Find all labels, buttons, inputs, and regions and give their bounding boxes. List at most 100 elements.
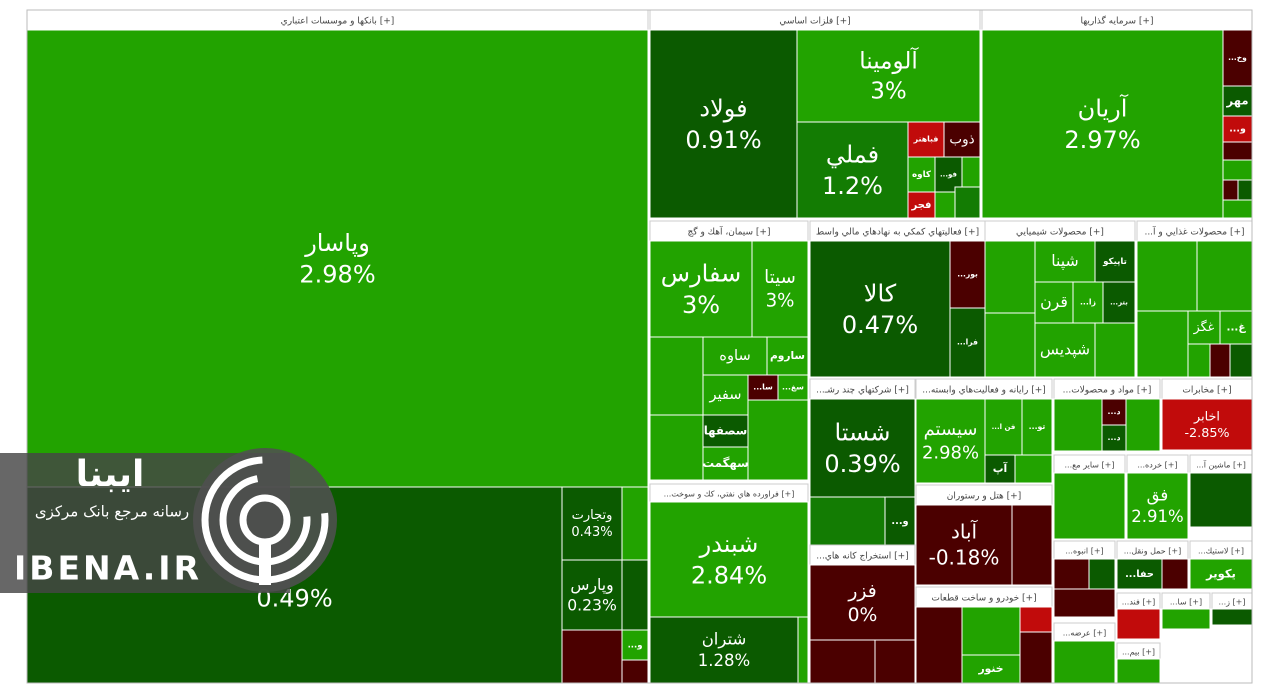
logo-text: ایبنا xyxy=(76,454,145,495)
tile-name: ...و xyxy=(891,516,908,527)
tile-name: آريان xyxy=(1078,94,1129,123)
sector-title: ...رايانه و فعاليت‌هاي وابسته [+] xyxy=(922,386,1046,396)
tile xyxy=(934,156,963,193)
tile xyxy=(26,29,649,488)
sector-title: محصولات شيميايي [+] xyxy=(1016,228,1104,238)
tile xyxy=(984,240,1036,314)
tile xyxy=(1102,281,1136,324)
tile xyxy=(915,398,986,484)
tile-change: 3% xyxy=(870,79,907,105)
tile-name: ...بور xyxy=(957,270,978,279)
tile xyxy=(1019,606,1053,633)
tile xyxy=(1209,343,1231,378)
tile xyxy=(1053,398,1103,452)
tile xyxy=(751,240,809,338)
sector-title: ...عرضه [+] xyxy=(1063,629,1106,638)
sector-title: ...ز [+] xyxy=(1218,598,1245,607)
tile xyxy=(777,374,809,401)
tile xyxy=(1222,159,1253,181)
tile xyxy=(809,639,876,684)
tile-name: وپاسار xyxy=(304,229,370,257)
tile xyxy=(915,606,963,684)
sector-title: ...بيم [+] xyxy=(1122,648,1155,657)
tile-change: 0% xyxy=(848,605,878,626)
tile xyxy=(702,414,749,448)
tile xyxy=(1053,588,1116,618)
tile xyxy=(1196,240,1253,312)
tile xyxy=(1094,322,1136,378)
tile xyxy=(809,398,916,498)
logo-circle xyxy=(193,448,337,592)
tile xyxy=(1125,398,1161,452)
tile xyxy=(1019,631,1053,684)
tile-name: ...فرا xyxy=(957,338,978,347)
tile-name: ...زا xyxy=(1080,298,1096,307)
tile xyxy=(984,398,1023,456)
tile xyxy=(561,559,623,631)
tile-change: 3% xyxy=(682,291,720,319)
sector-title: ...ساير مع [+] xyxy=(1064,461,1114,470)
tagline: رسانه مرجع بانک مرکزی xyxy=(35,503,189,521)
tile xyxy=(809,564,916,641)
tile-name: ...بتر xyxy=(1110,299,1128,307)
tile xyxy=(1222,179,1239,201)
tile-name: ...فو xyxy=(940,170,957,179)
tile xyxy=(1136,240,1198,312)
tile xyxy=(1211,608,1253,626)
tile xyxy=(943,121,981,158)
tile xyxy=(797,616,809,684)
tile xyxy=(961,156,981,188)
tile-name: سفير xyxy=(708,386,741,403)
tile xyxy=(1161,558,1189,590)
tile xyxy=(1229,343,1253,378)
tile-name: مهر xyxy=(1226,94,1249,109)
tile-change: 2.97% xyxy=(1064,126,1140,154)
tile xyxy=(1053,558,1090,590)
tile-name: كالا xyxy=(864,280,897,308)
tile xyxy=(1222,141,1253,161)
tile-name: يكوير xyxy=(1205,567,1236,582)
tile xyxy=(1116,558,1163,590)
tile-name: شپديس xyxy=(1040,341,1090,360)
tile-change: 0.23% xyxy=(567,596,617,614)
tile-name: فزر xyxy=(847,581,876,602)
sector-title: ...خرده [+] xyxy=(1137,461,1177,470)
tile-name: ...وخ xyxy=(1228,53,1247,62)
tile-name: سيتا xyxy=(764,267,796,288)
sector-title: ...محصولات غذايي و آ [+] xyxy=(1144,226,1244,238)
sector-title: خودرو و ساخت قطعات [+] xyxy=(931,594,1036,604)
tile-name: فملي xyxy=(826,141,879,169)
tile-name: آباد xyxy=(951,519,979,544)
tile xyxy=(621,559,649,631)
tile-name: تاپيكو xyxy=(1102,257,1127,267)
tile-name: ساروم xyxy=(770,349,805,362)
tile-change: 3% xyxy=(766,291,795,312)
tile-change: 1.28% xyxy=(698,651,750,670)
tile xyxy=(949,240,986,309)
tile xyxy=(747,399,809,481)
tile-name: وتجارت xyxy=(572,508,613,523)
sector-title: فعاليتهاي كمكي به نهادهاي مالي واسط [+] xyxy=(816,228,979,238)
tile-change: -0.18% xyxy=(929,546,1000,570)
sector-title: ...استخراج كانه هاي [+] xyxy=(816,552,909,562)
tile xyxy=(809,496,886,546)
sector-title: ...فراورده هاي نفتي، كك و سوخت [+] xyxy=(664,490,795,499)
tile-name: قرن xyxy=(1040,292,1068,312)
tile-name: ...فن ا xyxy=(992,423,1016,431)
tile xyxy=(1126,472,1189,540)
sector-title: فلزات اساسي [+] xyxy=(779,17,850,27)
tile xyxy=(796,29,981,123)
tile xyxy=(1222,199,1253,219)
sector-title: بانکها و موسسات اعتباري [+] xyxy=(281,17,395,27)
tile xyxy=(561,486,623,561)
tile xyxy=(1053,640,1116,684)
tile xyxy=(649,414,704,481)
tile xyxy=(874,639,916,684)
tile-name: ...سغ xyxy=(782,383,804,392)
tile-name: سفارس xyxy=(661,260,741,288)
tile xyxy=(1053,472,1126,540)
tile xyxy=(1187,343,1211,378)
tile xyxy=(984,312,1036,378)
tile-change: 0.43% xyxy=(571,525,612,540)
sector-title: ...حمل ونقل [+] xyxy=(1124,547,1182,556)
